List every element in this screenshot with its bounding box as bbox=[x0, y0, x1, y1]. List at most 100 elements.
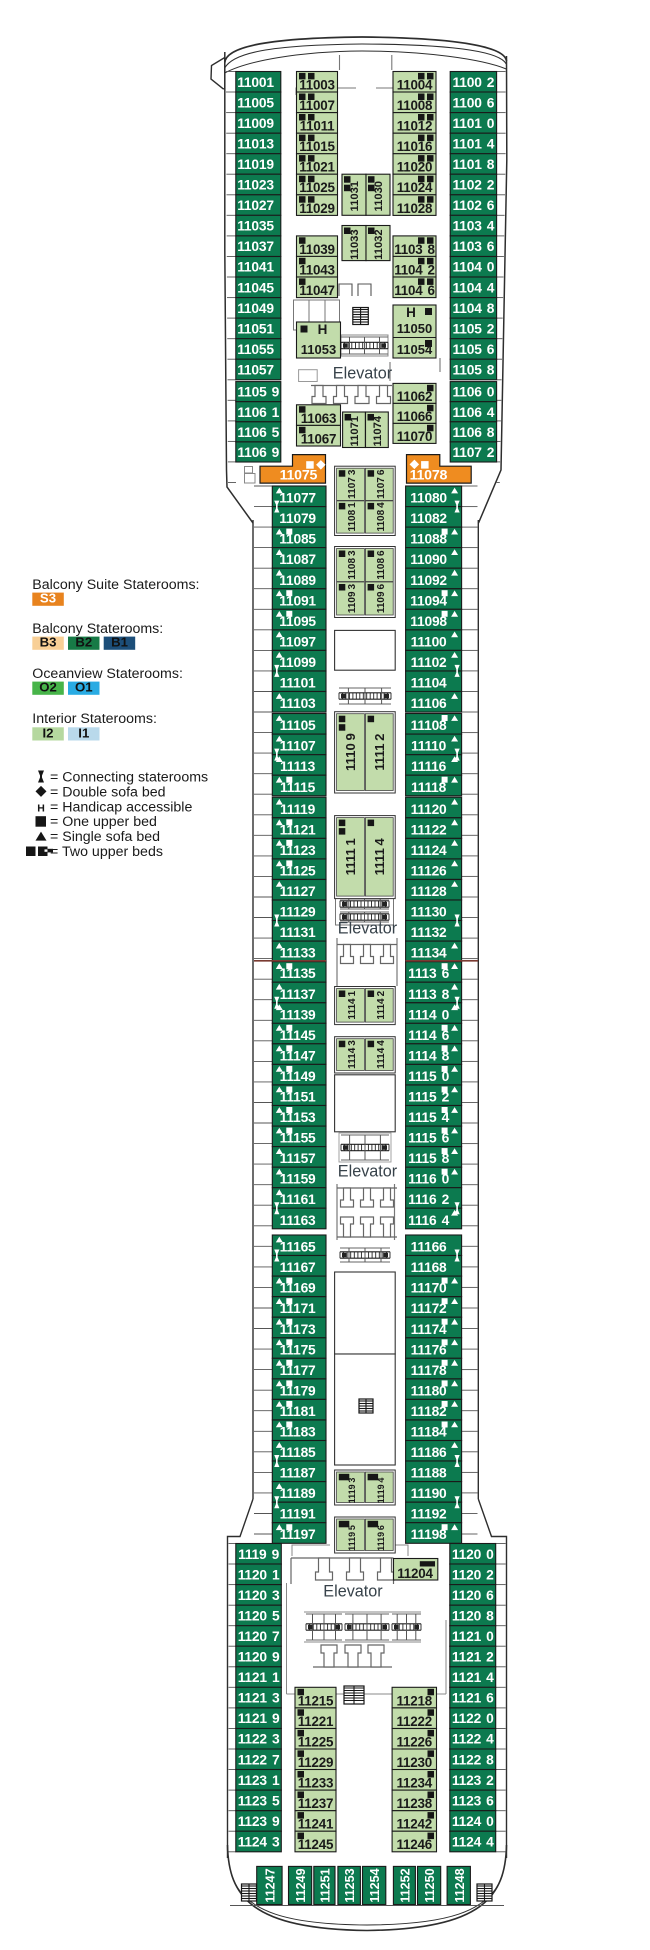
svg-text:1115 8: 1115 8 bbox=[408, 1151, 449, 1166]
svg-text:11191: 11191 bbox=[280, 1507, 316, 1522]
svg-text:11119: 11119 bbox=[280, 802, 316, 817]
svg-text:1120 5: 1120 5 bbox=[238, 1608, 280, 1623]
svg-text:1119 5: 1119 5 bbox=[347, 1525, 357, 1551]
svg-text:11225: 11225 bbox=[298, 1734, 334, 1749]
svg-text:11132: 11132 bbox=[411, 925, 447, 940]
svg-text:11222: 11222 bbox=[397, 1714, 433, 1729]
svg-text:11128: 11128 bbox=[411, 884, 447, 899]
svg-text:1106 1: 1106 1 bbox=[237, 405, 279, 420]
svg-text:11054: 11054 bbox=[397, 342, 433, 357]
svg-text:11050: 11050 bbox=[397, 321, 432, 336]
svg-text:Elevator: Elevator bbox=[323, 1583, 383, 1601]
svg-text:1105 9: 1105 9 bbox=[237, 385, 279, 400]
svg-text:1110 9: 1110 9 bbox=[343, 733, 358, 771]
svg-text:11110: 11110 bbox=[411, 739, 447, 754]
svg-text:Interior Staterooms:: Interior Staterooms: bbox=[32, 711, 157, 727]
svg-text:11097: 11097 bbox=[279, 634, 316, 649]
svg-text:11103: 11103 bbox=[280, 696, 316, 711]
svg-text:1124 4: 1124 4 bbox=[452, 1835, 494, 1850]
svg-text:11011: 11011 bbox=[300, 119, 336, 134]
svg-text:11169: 11169 bbox=[280, 1281, 316, 1296]
svg-text:11027: 11027 bbox=[237, 198, 274, 213]
svg-text:1111 1: 1111 1 bbox=[343, 838, 358, 875]
svg-text:11049: 11049 bbox=[237, 301, 274, 316]
svg-text:11125: 11125 bbox=[280, 864, 316, 879]
svg-text:1108 3: 1108 3 bbox=[347, 550, 358, 580]
svg-text:= Single sofa bed: = Single sofa bed bbox=[50, 829, 160, 845]
svg-text:11053: 11053 bbox=[301, 342, 336, 357]
svg-text:11131: 11131 bbox=[280, 925, 316, 940]
svg-text:1119 9: 1119 9 bbox=[238, 1547, 279, 1562]
svg-text:1106 9: 1106 9 bbox=[237, 445, 279, 460]
svg-text:1105 2: 1105 2 bbox=[453, 321, 495, 336]
svg-text:11008: 11008 bbox=[397, 98, 433, 113]
svg-text:11204: 11204 bbox=[397, 1566, 433, 1581]
svg-text:1108 6: 1108 6 bbox=[376, 550, 387, 580]
svg-text:11043: 11043 bbox=[299, 262, 335, 277]
svg-text:11180: 11180 bbox=[411, 1383, 447, 1398]
svg-text:11031: 11031 bbox=[349, 181, 361, 212]
svg-text:1123 2: 1123 2 bbox=[452, 1773, 494, 1788]
svg-text:1119 4: 1119 4 bbox=[376, 1478, 386, 1504]
svg-text:1104 6: 1104 6 bbox=[394, 283, 434, 298]
svg-text:I1: I1 bbox=[78, 725, 89, 740]
svg-text:1120 0: 1120 0 bbox=[452, 1547, 494, 1562]
svg-text:1120 2: 1120 2 bbox=[452, 1567, 494, 1582]
svg-text:11218: 11218 bbox=[397, 1693, 433, 1708]
svg-text:11041: 11041 bbox=[237, 260, 274, 275]
svg-text:11157: 11157 bbox=[280, 1151, 316, 1166]
svg-text:Oceanview Staterooms:: Oceanview Staterooms: bbox=[32, 666, 183, 682]
svg-text:11087: 11087 bbox=[279, 552, 316, 567]
svg-text:1123 1: 1123 1 bbox=[238, 1773, 280, 1788]
svg-text:11067: 11067 bbox=[301, 431, 337, 446]
svg-text:11045: 11045 bbox=[237, 280, 274, 295]
svg-text:1114 8: 1114 8 bbox=[408, 1048, 449, 1063]
svg-text:= Two upper beds: = Two upper beds bbox=[50, 844, 163, 860]
svg-text:1123 5: 1123 5 bbox=[238, 1793, 280, 1808]
svg-text:11028: 11028 bbox=[397, 201, 433, 216]
svg-text:1106 4: 1106 4 bbox=[453, 405, 495, 420]
svg-text:11033: 11033 bbox=[349, 229, 361, 260]
svg-text:11241: 11241 bbox=[298, 1817, 334, 1832]
svg-text:= Connecting staterooms: = Connecting staterooms bbox=[50, 770, 208, 786]
svg-text:11082: 11082 bbox=[410, 511, 447, 526]
svg-text:11129: 11129 bbox=[280, 905, 316, 920]
svg-text:1109 6: 1109 6 bbox=[376, 583, 387, 613]
svg-text:11151: 11151 bbox=[280, 1090, 316, 1105]
svg-text:11127: 11127 bbox=[280, 884, 316, 899]
svg-text:1114 1: 1114 1 bbox=[347, 990, 358, 1019]
svg-text:1101 4: 1101 4 bbox=[453, 136, 495, 151]
svg-text:11021: 11021 bbox=[299, 160, 335, 175]
svg-text:11030: 11030 bbox=[373, 181, 385, 212]
svg-text:11124: 11124 bbox=[411, 843, 447, 858]
svg-text:1108 1: 1108 1 bbox=[347, 502, 358, 532]
svg-text:1104 2: 1104 2 bbox=[394, 262, 434, 277]
svg-text:11179: 11179 bbox=[280, 1383, 316, 1398]
svg-text:11155: 11155 bbox=[280, 1131, 316, 1146]
svg-text:1113 6: 1113 6 bbox=[408, 966, 449, 981]
svg-text:11055: 11055 bbox=[237, 342, 274, 357]
svg-text:1114 2: 1114 2 bbox=[376, 990, 387, 1019]
svg-text:11189: 11189 bbox=[280, 1486, 316, 1501]
svg-text:11039: 11039 bbox=[299, 242, 335, 257]
svg-text:1103 8: 1103 8 bbox=[394, 242, 435, 257]
svg-text:11085: 11085 bbox=[279, 532, 316, 547]
svg-text:1114 3: 1114 3 bbox=[347, 1040, 358, 1069]
svg-text:11077: 11077 bbox=[279, 491, 316, 506]
svg-text:11168: 11168 bbox=[411, 1260, 447, 1275]
svg-text:11098: 11098 bbox=[410, 614, 447, 629]
svg-text:1120 9: 1120 9 bbox=[238, 1650, 280, 1665]
svg-text:11166: 11166 bbox=[411, 1240, 447, 1255]
svg-text:11176: 11176 bbox=[411, 1342, 447, 1357]
svg-text:11161: 11161 bbox=[280, 1192, 316, 1207]
svg-text:11079: 11079 bbox=[279, 511, 316, 526]
svg-text:11139: 11139 bbox=[280, 1007, 316, 1022]
svg-text:H: H bbox=[37, 802, 45, 814]
svg-text:H: H bbox=[318, 322, 328, 337]
svg-text:11062: 11062 bbox=[397, 389, 433, 404]
svg-text:11113: 11113 bbox=[280, 759, 316, 774]
svg-text:11025: 11025 bbox=[299, 180, 335, 195]
svg-text:1116 0: 1116 0 bbox=[408, 1172, 449, 1187]
svg-text:1102 6: 1102 6 bbox=[453, 198, 495, 213]
svg-text:H: H bbox=[406, 305, 416, 320]
